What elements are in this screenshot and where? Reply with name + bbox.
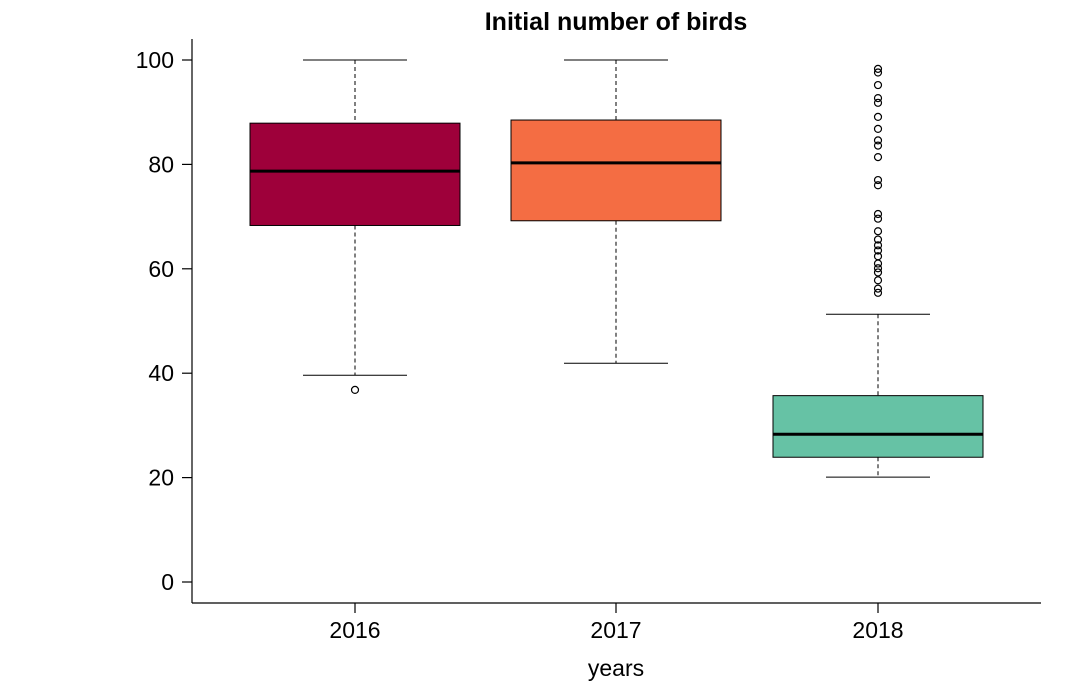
outlier-point-2018-16 bbox=[873, 141, 883, 150]
outlier-point-2018-20 bbox=[873, 98, 883, 107]
plot-area: 0 20 40 60 80 100 2016 2017 2018 bbox=[136, 39, 1041, 643]
outlier-point-2018-24 bbox=[873, 64, 883, 73]
outlier-point-2018-17 bbox=[873, 136, 883, 145]
outlier-point-2018-22 bbox=[873, 80, 883, 90]
x-tick-label-2016: 2016 bbox=[329, 617, 380, 643]
outlier-point-2018-9 bbox=[873, 235, 883, 244]
y-tick-label-40: 40 bbox=[148, 360, 174, 386]
outlier-point-2018-18 bbox=[873, 124, 883, 134]
outlier-point-2018-13 bbox=[873, 181, 883, 190]
outlier-point-2018-1 bbox=[873, 284, 883, 293]
outlier-point-2018-19 bbox=[873, 112, 883, 121]
chart-title: Initial number of birds bbox=[485, 8, 748, 36]
x-axis-label: years bbox=[588, 655, 644, 681]
outlier-point-2018-8 bbox=[873, 241, 883, 250]
outlier-point-2018-12 bbox=[873, 209, 883, 219]
outlier-point-2018-2 bbox=[873, 276, 883, 285]
outlier-point-2018-15 bbox=[873, 152, 883, 162]
outlier-point-2018-5 bbox=[873, 259, 883, 268]
outlier-point-2016-0 bbox=[350, 385, 360, 395]
y-tick-label-0: 0 bbox=[161, 569, 174, 595]
outlier-point-2018-23 bbox=[873, 68, 883, 77]
outlier-point-2018-0 bbox=[873, 288, 883, 297]
outlier-point-2018-6 bbox=[873, 252, 883, 261]
y-tick-label-60: 60 bbox=[148, 256, 174, 282]
y-tick-label-20: 20 bbox=[148, 465, 174, 491]
outlier-point-2018-11 bbox=[873, 214, 883, 223]
box-2018 bbox=[772, 395, 984, 458]
outlier-point-2018-21 bbox=[873, 94, 883, 103]
x-tick-label-2017: 2017 bbox=[590, 617, 641, 643]
outlier-point-2018-7 bbox=[873, 246, 883, 255]
box-2016 bbox=[249, 122, 461, 226]
outlier-point-2018-10 bbox=[873, 227, 883, 236]
x-tick-label-2018: 2018 bbox=[852, 617, 903, 643]
y-tick-label-100: 100 bbox=[136, 47, 174, 73]
outlier-point-2018-14 bbox=[873, 175, 883, 185]
y-tick-label-80: 80 bbox=[148, 151, 174, 177]
outlier-point-2018-4 bbox=[873, 264, 883, 273]
outlier-point-2018-3 bbox=[873, 268, 883, 277]
box-2017 bbox=[510, 119, 722, 222]
